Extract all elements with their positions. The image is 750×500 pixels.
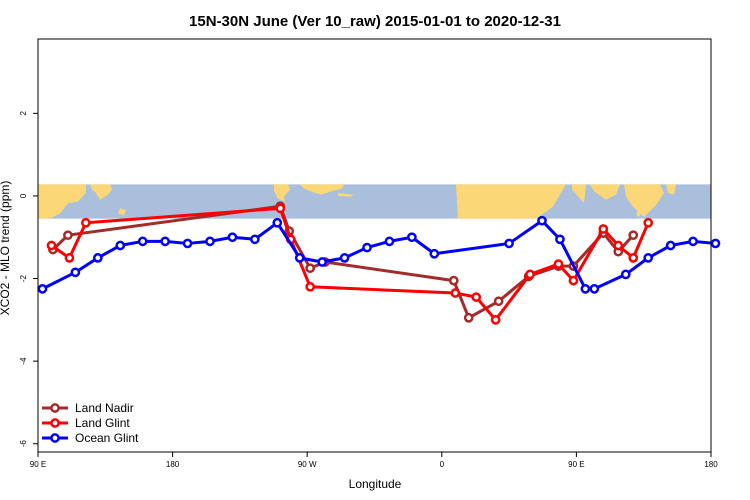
- legend-item: Land Glint: [42, 416, 130, 430]
- land-mass-0: [38, 184, 86, 219]
- data-point: [493, 296, 504, 307]
- data-point: [450, 288, 461, 298]
- data-point: [553, 259, 564, 269]
- data-point: [589, 284, 600, 294]
- chart-title: 15N-30N June (Ver 10_raw) 2015-01-01 to …: [189, 13, 561, 30]
- data-point: [64, 253, 75, 263]
- series-layer: [37, 201, 721, 325]
- y-axis: 2 0 -2 -4 -6: [19, 111, 38, 448]
- data-point: [272, 217, 283, 228]
- data-point: [81, 217, 91, 228]
- data-point: [504, 238, 514, 249]
- data-point: [227, 232, 238, 243]
- land-mass-3: [274, 184, 290, 202]
- map-land: [38, 184, 676, 219]
- legend-item: Ocean Glint: [42, 431, 139, 445]
- y-tick-label: -6: [19, 440, 28, 448]
- data-point: [294, 253, 305, 263]
- x-tick-label: 0: [440, 460, 445, 469]
- data-point: [63, 230, 73, 241]
- x-axis-label: Longitude: [349, 477, 402, 491]
- data-point: [429, 248, 440, 259]
- series-line: [50, 206, 650, 322]
- legend-marker: [50, 418, 60, 428]
- legend-label: Land Nadir: [75, 401, 134, 415]
- legend-label: Land Glint: [75, 416, 130, 430]
- data-point: [92, 253, 103, 263]
- land-mass-10: [666, 184, 676, 195]
- y-tick-label: 0: [19, 193, 28, 198]
- x-tick-label: 180: [166, 460, 180, 469]
- y-tick-label: -2: [19, 274, 28, 282]
- data-point: [339, 253, 350, 263]
- data-point: [70, 267, 81, 278]
- data-point: [613, 240, 624, 251]
- data-point: [643, 253, 654, 263]
- data-point: [688, 236, 698, 247]
- land-mass-9: [624, 184, 664, 217]
- data-point: [407, 232, 417, 243]
- data-point: [568, 275, 579, 286]
- data-point: [555, 234, 565, 245]
- legend-marker: [50, 403, 60, 413]
- data-point: [275, 203, 286, 214]
- x-tick-label: 180: [704, 460, 718, 469]
- data-point: [115, 240, 126, 251]
- y-tick-label: -4: [19, 357, 28, 365]
- data-point: [643, 217, 654, 228]
- data-point: [525, 269, 535, 280]
- data-point: [182, 238, 193, 249]
- data-point: [628, 230, 639, 241]
- data-point: [384, 236, 395, 247]
- y-axis-label: XCO2 - MLO trend (ppm): [0, 181, 12, 316]
- land-mass-5: [338, 193, 354, 197]
- series-ocean-glint: [37, 215, 721, 294]
- data-point: [598, 224, 609, 234]
- legend-label: Ocean Glint: [75, 431, 139, 445]
- data-point: [305, 263, 316, 274]
- legend-marker: [50, 433, 60, 443]
- data-point: [471, 292, 482, 302]
- series-land-glint: [46, 203, 654, 325]
- x-tick-label: 90 W: [298, 460, 317, 469]
- data-point: [628, 253, 639, 263]
- data-point: [362, 242, 372, 253]
- land-mass-7: [572, 184, 586, 204]
- y-tick-label: 2: [19, 111, 28, 116]
- data-point: [620, 269, 631, 280]
- land-mass-4: [300, 184, 344, 195]
- data-point: [580, 284, 591, 294]
- data-point: [710, 238, 721, 249]
- data-point: [537, 215, 547, 226]
- data-point: [160, 236, 170, 247]
- data-point: [46, 240, 57, 251]
- data-point: [463, 312, 474, 323]
- data-point: [665, 240, 676, 251]
- data-point: [250, 234, 260, 245]
- data-point: [205, 236, 215, 247]
- series-line: [41, 219, 716, 291]
- legend-item: Land Nadir: [42, 401, 134, 415]
- land-mass-2: [118, 208, 126, 216]
- land-mass-6: [456, 184, 566, 219]
- data-point: [37, 284, 48, 294]
- data-point: [448, 275, 459, 286]
- land-mass-8: [590, 184, 620, 200]
- map-band: [38, 184, 711, 219]
- x-axis: 90 E 180 90 W 0 90 E 180: [30, 452, 718, 469]
- land-mass-1: [90, 184, 112, 200]
- land-mass-11: [636, 210, 642, 217]
- data-point: [490, 314, 501, 325]
- x-tick-label: 90 E: [568, 460, 584, 469]
- data-point: [317, 257, 328, 267]
- data-point: [137, 236, 148, 247]
- plot-frame: [37, 38, 712, 453]
- data-point: [305, 281, 316, 292]
- x-tick-label: 90 E: [30, 460, 46, 469]
